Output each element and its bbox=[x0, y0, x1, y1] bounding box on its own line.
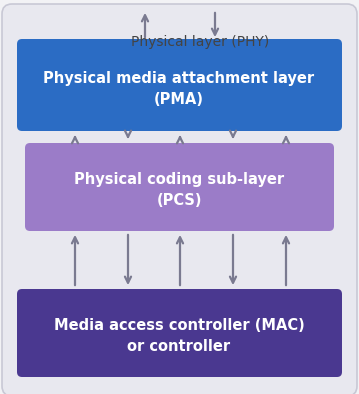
Text: (PMA): (PMA) bbox=[154, 92, 204, 107]
FancyBboxPatch shape bbox=[17, 39, 342, 131]
Text: Media access controller (MAC): Media access controller (MAC) bbox=[53, 318, 304, 333]
Text: or controller: or controller bbox=[127, 339, 230, 354]
Text: (PCS): (PCS) bbox=[156, 193, 202, 208]
FancyBboxPatch shape bbox=[2, 4, 357, 394]
Text: Physical media attachment layer: Physical media attachment layer bbox=[43, 71, 314, 86]
Text: Physical coding sub-layer: Physical coding sub-layer bbox=[74, 172, 284, 187]
FancyBboxPatch shape bbox=[25, 143, 334, 231]
FancyBboxPatch shape bbox=[17, 289, 342, 377]
Text: Physical layer (PHY): Physical layer (PHY) bbox=[131, 35, 269, 49]
